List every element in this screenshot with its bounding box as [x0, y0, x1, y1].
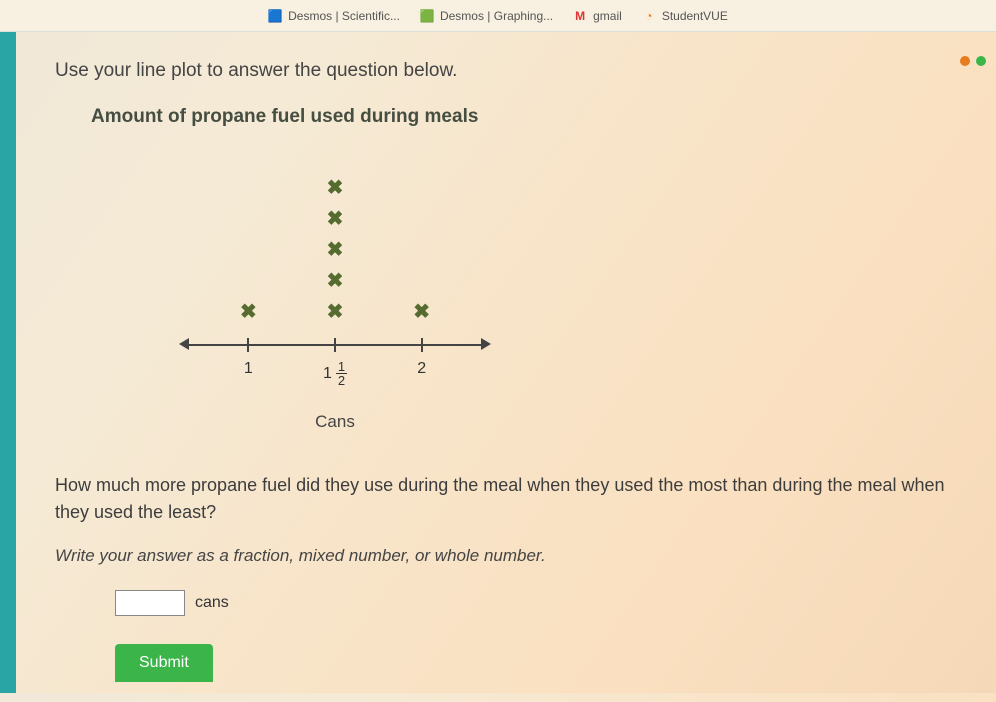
bookmark-label: StudentVUE — [662, 9, 728, 23]
desmos-scientific-icon: 🟦 — [268, 9, 282, 23]
bookmark-label: Desmos | Graphing... — [440, 9, 553, 23]
axis-tick: 1 — [205, 338, 292, 387]
instruction-text: Use your line plot to answer the questio… — [55, 60, 956, 82]
arrow-right-icon — [481, 338, 491, 350]
tick-label: 112 — [323, 360, 347, 387]
bookmark-label: Desmos | Scientific... — [288, 9, 400, 23]
x-mark-icon: ✖ — [327, 206, 344, 231]
chart-title: Amount of propane fuel used during meals — [91, 106, 956, 128]
axis-tick: 2 — [378, 338, 465, 387]
answer-unit: cans — [195, 594, 229, 612]
arrow-left-icon — [179, 338, 189, 350]
submit-button[interactable]: Submit — [115, 644, 213, 682]
x-mark-icon: ✖ — [327, 268, 344, 293]
x-mark-icon: ✖ — [327, 237, 344, 262]
bookmark-gmail[interactable]: M gmail — [573, 9, 622, 23]
bookmarks-bar: 🟦 Desmos | Scientific... 🟩 Desmos | Grap… — [0, 0, 996, 32]
x-mark-icon: ✖ — [240, 299, 257, 324]
question-content: Use your line plot to answer the questio… — [0, 32, 996, 702]
x-mark-icon: ✖ — [413, 299, 430, 324]
side-accent — [0, 32, 16, 693]
status-dot — [976, 56, 986, 66]
status-dot — [960, 56, 970, 66]
answer-row: cans — [115, 590, 956, 616]
axis-tick: 112 — [292, 338, 379, 387]
studentvue-icon: ◔ — [642, 9, 656, 23]
answer-input[interactable] — [115, 590, 185, 616]
bookmark-studentvue[interactable]: ◔ StudentVUE — [642, 9, 728, 23]
plot-column: ✖ — [378, 299, 465, 324]
x-mark-icon: ✖ — [327, 299, 344, 324]
plot-column: ✖ ✖ ✖ ✖ ✖ — [292, 175, 379, 324]
plot-axis: 11122 — [205, 334, 465, 364]
gmail-icon: M — [573, 9, 587, 23]
question-text: How much more propane fuel did they use … — [55, 472, 956, 526]
status-dots — [960, 56, 986, 66]
bookmark-label: gmail — [593, 9, 622, 23]
line-plot: ✖✖✖✖✖✖✖ 11122 Cans — [205, 164, 465, 432]
desmos-graphing-icon: 🟩 — [420, 9, 434, 23]
tick-label: 1 — [244, 360, 253, 378]
x-mark-icon: ✖ — [327, 175, 344, 200]
axis-title: Cans — [205, 412, 465, 432]
bookmark-desmos-graphing[interactable]: 🟩 Desmos | Graphing... — [420, 9, 553, 23]
plot-column: ✖ — [205, 299, 292, 324]
bookmark-desmos-scientific[interactable]: 🟦 Desmos | Scientific... — [268, 9, 400, 23]
tick-label: 2 — [417, 360, 426, 378]
answer-hint: Write your answer as a fraction, mixed n… — [55, 546, 956, 566]
